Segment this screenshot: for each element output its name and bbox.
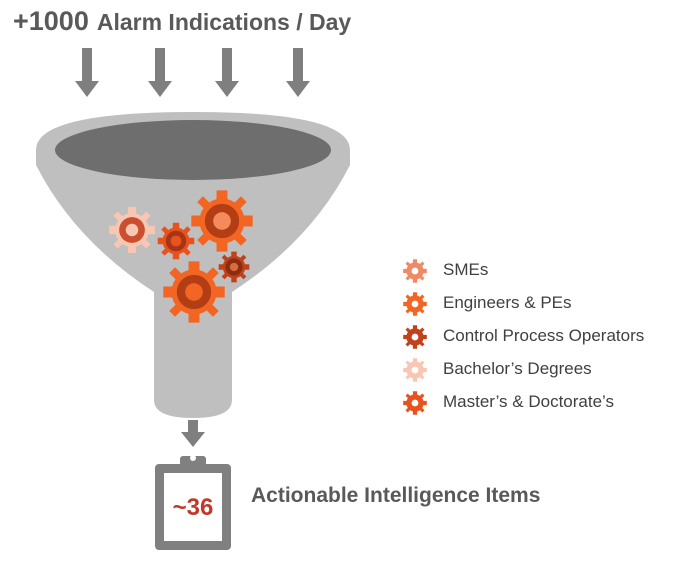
gear-icon: [218, 251, 250, 283]
gear-icon: [403, 391, 427, 415]
funnel-gears: [108, 190, 253, 323]
gear-icon: [403, 292, 427, 316]
gear-icon: [163, 261, 225, 323]
gear-icon: [157, 222, 195, 260]
down-arrow-icon: [75, 48, 99, 97]
clipboard-icon: [155, 455, 231, 550]
down-arrow-icon: [148, 48, 172, 97]
legend-label: SMEs: [443, 260, 489, 279]
headline: +1000 Alarm Indications / Day: [13, 6, 351, 37]
gear-icon: [403, 358, 427, 382]
legend-label: Bachelor’s Degrees: [443, 359, 592, 378]
legend-label: Master’s & Doctorate’s: [443, 392, 615, 411]
legend-label: Engineers & PEs: [443, 293, 572, 312]
output-arrow-icon: [181, 420, 205, 447]
actionable-label: Actionable Intelligence Items: [251, 484, 541, 507]
gear-icon: [403, 325, 427, 349]
alarm-label: Alarm Indications / Day: [96, 9, 352, 35]
gear-icon: [191, 190, 253, 252]
gear-icon: [403, 259, 427, 283]
input-arrows: [75, 48, 310, 97]
actionable-count: ~36: [172, 494, 214, 521]
legend-label: Control Process Operators: [443, 326, 645, 345]
gear-icon: [108, 206, 156, 254]
down-arrow-icon: [215, 48, 239, 97]
down-arrow-icon: [286, 48, 310, 97]
alarm-count: +1000: [13, 6, 89, 36]
